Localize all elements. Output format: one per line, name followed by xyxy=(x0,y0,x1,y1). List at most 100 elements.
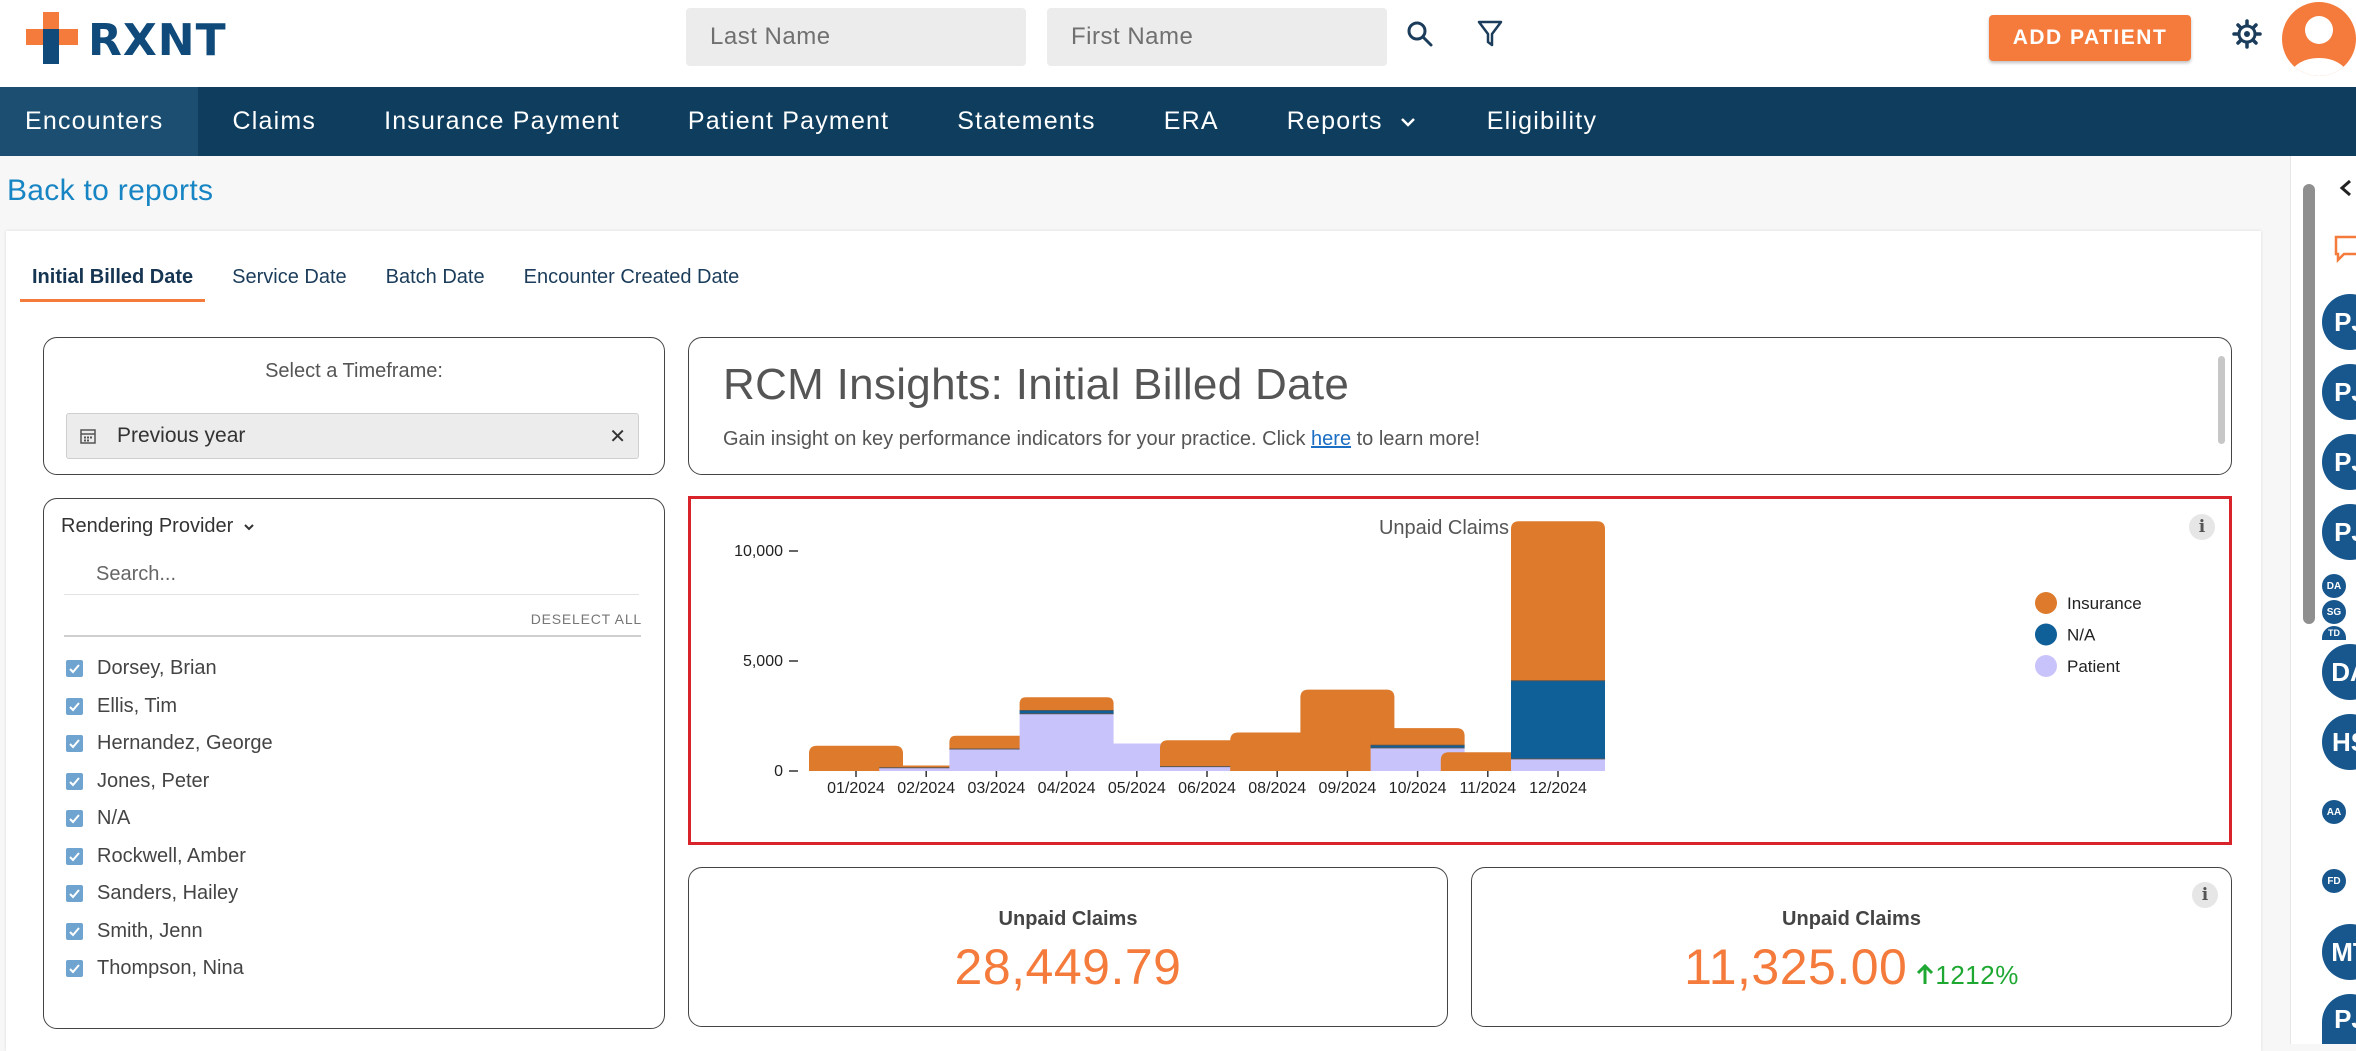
timeframe-panel: Select a Timeframe: Previous year ✕ xyxy=(43,337,665,475)
rail-scrollbar[interactable] xyxy=(2303,184,2315,624)
gear-icon[interactable] xyxy=(2229,16,2265,52)
info-icon[interactable]: i xyxy=(2189,514,2215,540)
calendar-icon xyxy=(80,429,96,444)
rxnt-logo[interactable]: RXNT xyxy=(26,12,227,68)
nav-patient-payment[interactable]: Patient Payment xyxy=(687,107,890,135)
timeframe-title: Select a Timeframe: xyxy=(265,360,443,382)
tab-initial-billed-date[interactable]: Initial Billed Date xyxy=(20,262,206,302)
chat-icon[interactable] xyxy=(2333,234,2356,264)
x-tick-label: 08/2024 xyxy=(1248,780,1306,797)
contact-avatar-small[interactable]: FD xyxy=(2322,869,2346,893)
provider-name: Sanders, Hailey xyxy=(97,882,239,905)
y-tick-label: 0 xyxy=(774,763,783,780)
nav-reports[interactable]: Reports xyxy=(1253,87,1453,156)
right-rail xyxy=(2290,156,2356,1044)
clear-timeframe-icon[interactable]: ✕ xyxy=(609,425,626,448)
nav-era[interactable]: ERA xyxy=(1163,107,1219,135)
user-avatar[interactable] xyxy=(2282,2,2356,76)
contact-initials: PJ xyxy=(2334,446,2356,477)
provider-name: Ellis, Tim xyxy=(97,694,177,717)
checkbox-checked-icon[interactable] xyxy=(66,885,83,903)
legend-swatch xyxy=(2035,623,2057,646)
main-nav: Encounters Claims Insurance Payment Pati… xyxy=(0,87,2356,156)
timeframe-value: Previous year xyxy=(117,424,246,447)
provider-item[interactable]: Hernandez, George xyxy=(66,725,273,763)
bar-segment-insurance xyxy=(1019,697,1114,711)
nav-encounters[interactable]: Encounters xyxy=(0,87,199,156)
checkbox-checked-icon[interactable] xyxy=(66,847,83,865)
provider-item[interactable]: Smith, Jenn xyxy=(66,913,273,951)
x-tick-label: 06/2024 xyxy=(1178,780,1236,797)
provider-item[interactable]: N/A xyxy=(66,800,273,838)
nav-eligibility[interactable]: Eligibility xyxy=(1486,107,1598,135)
provider-item[interactable]: Rockwell, Amber xyxy=(66,838,273,876)
legend-swatch xyxy=(2035,592,2057,614)
date-tabs: Initial Billed Date Service Date Batch D… xyxy=(20,262,766,302)
panel-scrollbar[interactable] xyxy=(2218,356,2225,444)
provider-list: Dorsey, Brian Ellis, Tim Hernandez, Geor… xyxy=(66,650,273,988)
provider-search-input[interactable] xyxy=(64,555,639,595)
learn-more-link[interactable]: here xyxy=(1311,428,1352,450)
checkbox-checked-icon[interactable] xyxy=(66,660,83,678)
contact-initials: TD xyxy=(2328,628,2340,638)
contact-avatar[interactable]: MT xyxy=(2322,924,2356,980)
contact-avatar-small[interactable]: TD xyxy=(2322,626,2346,640)
x-tick-label: 05/2024 xyxy=(1108,780,1166,797)
contact-initials: PJ xyxy=(2334,306,2356,337)
checkbox-checked-icon[interactable] xyxy=(66,772,83,790)
legend-label: Insurance xyxy=(2067,594,2142,613)
legend-swatch xyxy=(2035,655,2057,677)
stat-card-unpaid-claims-total: Unpaid Claims 28,449.79 xyxy=(688,867,1448,1027)
contact-initials: DA xyxy=(2326,580,2342,592)
chart-title: Unpaid Claims xyxy=(1379,517,1509,539)
search-icon[interactable] xyxy=(1402,16,1438,52)
bar-segment-insurance xyxy=(809,745,903,771)
provider-item[interactable]: Jones, Peter xyxy=(66,763,273,801)
insights-title: RCM Insights: Initial Billed Date xyxy=(723,360,1350,409)
checkbox-checked-icon[interactable] xyxy=(66,735,83,753)
nav-reports-label: Reports xyxy=(1286,107,1383,135)
brand-name: RXNT xyxy=(88,14,227,66)
nav-insurance-payment[interactable]: Insurance Payment xyxy=(384,107,620,135)
contact-avatar-small[interactable]: DA xyxy=(2322,574,2346,598)
x-tick-label: 04/2024 xyxy=(1038,780,1096,797)
stat-change-value: 1212% xyxy=(1935,960,2019,990)
rendering-provider-label: Rendering Provider xyxy=(61,515,234,537)
provider-item[interactable]: Sanders, Hailey xyxy=(66,875,273,913)
checkbox-checked-icon[interactable] xyxy=(66,922,83,940)
nav-statements[interactable]: Statements xyxy=(957,107,1096,135)
tab-service-date[interactable]: Service Date xyxy=(232,266,347,288)
contact-initials: DA xyxy=(2331,656,2356,687)
contact-avatar-small[interactable]: AA xyxy=(2322,800,2346,824)
top-bar: RXNT ADD PATIENT xyxy=(0,0,2356,87)
provider-name: Jones, Peter xyxy=(97,769,210,792)
rendering-provider-dropdown[interactable]: Rendering Provider xyxy=(61,515,257,538)
x-tick-label: 01/2024 xyxy=(827,780,885,797)
last-name-input[interactable] xyxy=(686,8,1026,66)
first-name-input[interactable] xyxy=(1047,8,1387,66)
provider-item[interactable]: Ellis, Tim xyxy=(66,688,273,726)
y-tick-label: 10,000 xyxy=(734,543,783,560)
nav-claims[interactable]: Claims xyxy=(232,107,317,135)
divider xyxy=(64,635,641,637)
checkbox-checked-icon[interactable] xyxy=(66,810,83,828)
add-patient-button[interactable]: ADD PATIENT xyxy=(1989,15,2191,61)
tab-encounter-created-date[interactable]: Encounter Created Date xyxy=(523,266,740,288)
collapse-arrow-icon[interactable] xyxy=(2336,178,2356,198)
info-icon[interactable]: i xyxy=(2192,882,2218,908)
chevron-down-icon xyxy=(1400,117,1415,127)
x-tick-label: 10/2024 xyxy=(1389,780,1447,797)
tab-batch-date[interactable]: Batch Date xyxy=(385,266,485,288)
provider-name: Smith, Jenn xyxy=(97,919,203,942)
back-to-reports-link[interactable]: Back to reports xyxy=(7,174,214,207)
checkbox-checked-icon[interactable] xyxy=(66,697,83,715)
deselect-all-button[interactable]: DESELECT ALL xyxy=(530,611,642,627)
filter-icon[interactable] xyxy=(1472,16,1508,52)
provider-item[interactable]: Dorsey, Brian xyxy=(66,650,273,688)
contact-avatar-small[interactable]: SG xyxy=(2322,600,2346,624)
provider-item[interactable]: Thompson, Nina xyxy=(66,950,273,988)
stat-label: Unpaid Claims xyxy=(998,908,1138,930)
contact-initials: PJ xyxy=(2334,1003,2356,1034)
timeframe-select[interactable]: Previous year ✕ xyxy=(66,413,639,459)
checkbox-checked-icon[interactable] xyxy=(66,960,83,978)
